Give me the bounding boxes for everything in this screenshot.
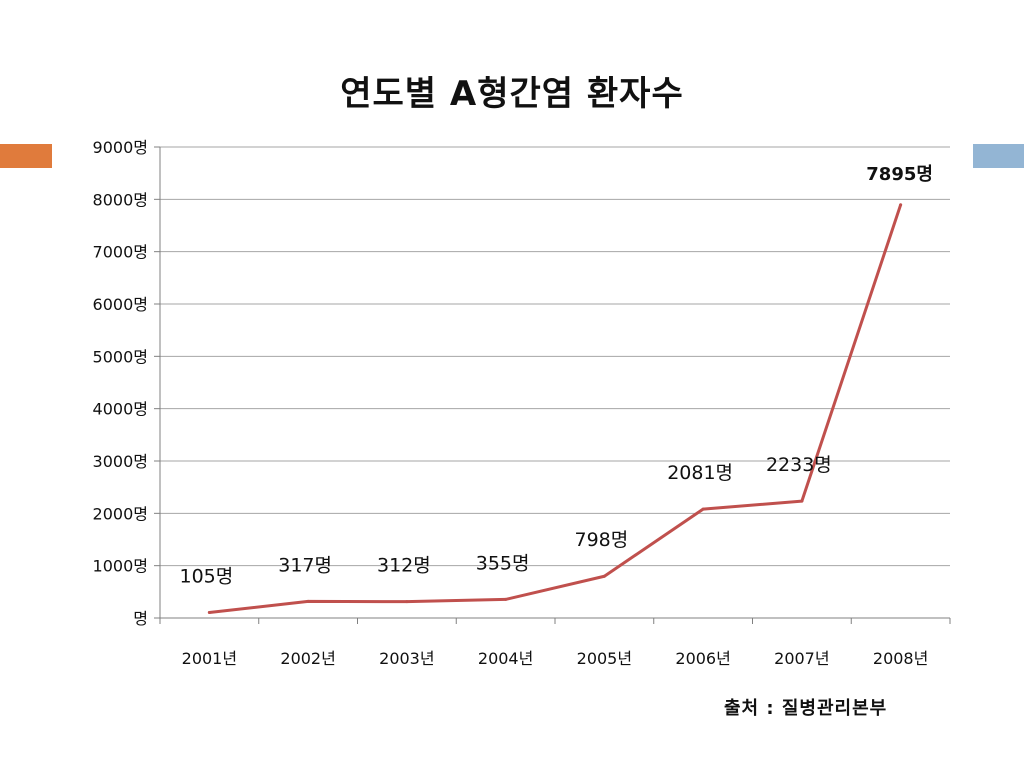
x-tick-label: 2008년	[873, 649, 928, 668]
axes	[154, 146, 951, 624]
x-tick-label: 2005년	[577, 649, 632, 668]
data-point	[405, 600, 409, 604]
y-tick-label: 5000명	[93, 347, 148, 366]
x-tick-label: 2003년	[379, 649, 434, 668]
data-point	[800, 499, 804, 503]
data-label: 317명	[278, 554, 332, 576]
y-tick-label: 4000명	[93, 400, 148, 419]
data-label: 105명	[180, 566, 234, 588]
y-tick-label: 명	[133, 609, 148, 628]
data-point	[306, 599, 310, 603]
data-label: 7895명	[866, 164, 933, 185]
data-labels: 105명 317명 312명 355명 798명 2081명 2233명 7895명	[180, 164, 933, 588]
data-label: 312명	[377, 555, 431, 577]
y-axis-tick-labels: 명 1000명 2000명 3000명 4000명 5000명 6000명 7000명 8000…	[93, 138, 148, 628]
data-label: 798명	[575, 529, 629, 551]
y-tick-label: 3000명	[93, 452, 148, 471]
gridlines	[160, 146, 950, 567]
data-label: 2233명	[766, 454, 832, 476]
data-point	[602, 574, 606, 578]
x-tick-label: 2007년	[774, 649, 829, 668]
data-label: 2081명	[667, 462, 733, 484]
accent-bar-left	[0, 144, 52, 168]
source-note: 출처 : 질병관리본부	[724, 698, 888, 719]
series-line	[207, 203, 903, 615]
data-point	[207, 611, 211, 615]
data-point	[899, 203, 903, 207]
data-point	[701, 507, 705, 511]
y-tick-label: 9000명	[93, 138, 148, 157]
x-tick-label: 2006년	[675, 649, 730, 668]
y-tick-label: 1000명	[93, 557, 148, 576]
x-tick-label: 2001년	[182, 649, 237, 668]
x-axis-tick-labels: 2001년 2002년 2003년 2004년 2005년 2006년 2007년 2008년	[182, 649, 929, 668]
x-tick-label: 2002년	[280, 649, 335, 668]
y-tick-label: 8000명	[93, 190, 148, 209]
x-tick-label: 2004년	[478, 649, 533, 668]
data-label: 355명	[476, 552, 530, 574]
chart-title: 연도별 A형간염 환자수	[340, 74, 684, 114]
y-tick-label: 7000명	[93, 243, 148, 262]
y-tick-label: 2000명	[93, 504, 148, 523]
accent-bar-right	[973, 144, 1024, 168]
data-point	[504, 597, 508, 601]
series-layer	[207, 203, 903, 615]
y-tick-label: 6000명	[93, 295, 148, 314]
